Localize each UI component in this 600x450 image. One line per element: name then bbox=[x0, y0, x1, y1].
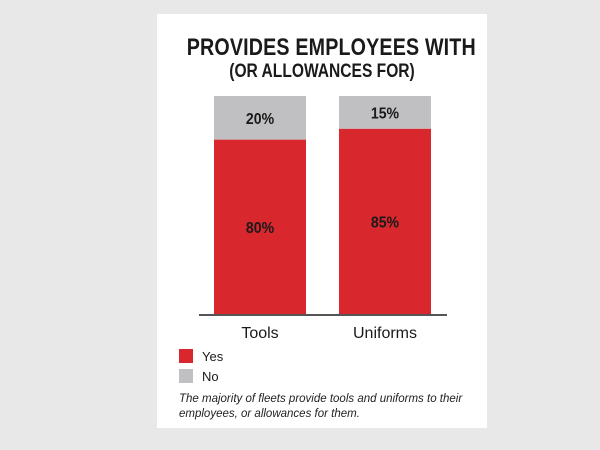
bar-tools-no bbox=[214, 96, 306, 140]
legend-swatch-yes bbox=[179, 349, 193, 363]
data-label-tools-yes: 80% bbox=[246, 219, 274, 237]
chart-caption: The majority of fleets provide tools and… bbox=[179, 393, 463, 420]
chart-subtitle: (OR ALLOWANCES FOR) bbox=[229, 61, 415, 82]
legend-label-no: No bbox=[202, 368, 219, 384]
legend-swatch-no bbox=[179, 369, 193, 383]
stacked-bar-chart: 80% 20% Tools 85% 15% Uniforms bbox=[199, 96, 447, 342]
data-label-uniforms-no: 15% bbox=[371, 105, 399, 123]
x-tick-label-tools: Tools bbox=[241, 325, 278, 342]
legend-item-no: No bbox=[179, 366, 223, 386]
legend: Yes No bbox=[179, 346, 223, 386]
legend-item-yes: Yes bbox=[179, 346, 223, 366]
bar-uniforms-yes bbox=[339, 128, 431, 314]
data-label-tools-no: 20% bbox=[246, 110, 274, 128]
x-tick-label-uniforms: Uniforms bbox=[353, 325, 417, 342]
bar-uniforms-no bbox=[339, 96, 431, 129]
data-label-uniforms-yes: 85% bbox=[371, 214, 399, 232]
chart-title: PROVIDES EMPLOYEES WITH bbox=[186, 34, 476, 61]
chart-panel: PROVIDES EMPLOYEES WITH (OR ALLOWANCES F… bbox=[157, 14, 487, 428]
bar-tools-yes bbox=[214, 139, 306, 314]
legend-label-yes: Yes bbox=[202, 348, 224, 364]
